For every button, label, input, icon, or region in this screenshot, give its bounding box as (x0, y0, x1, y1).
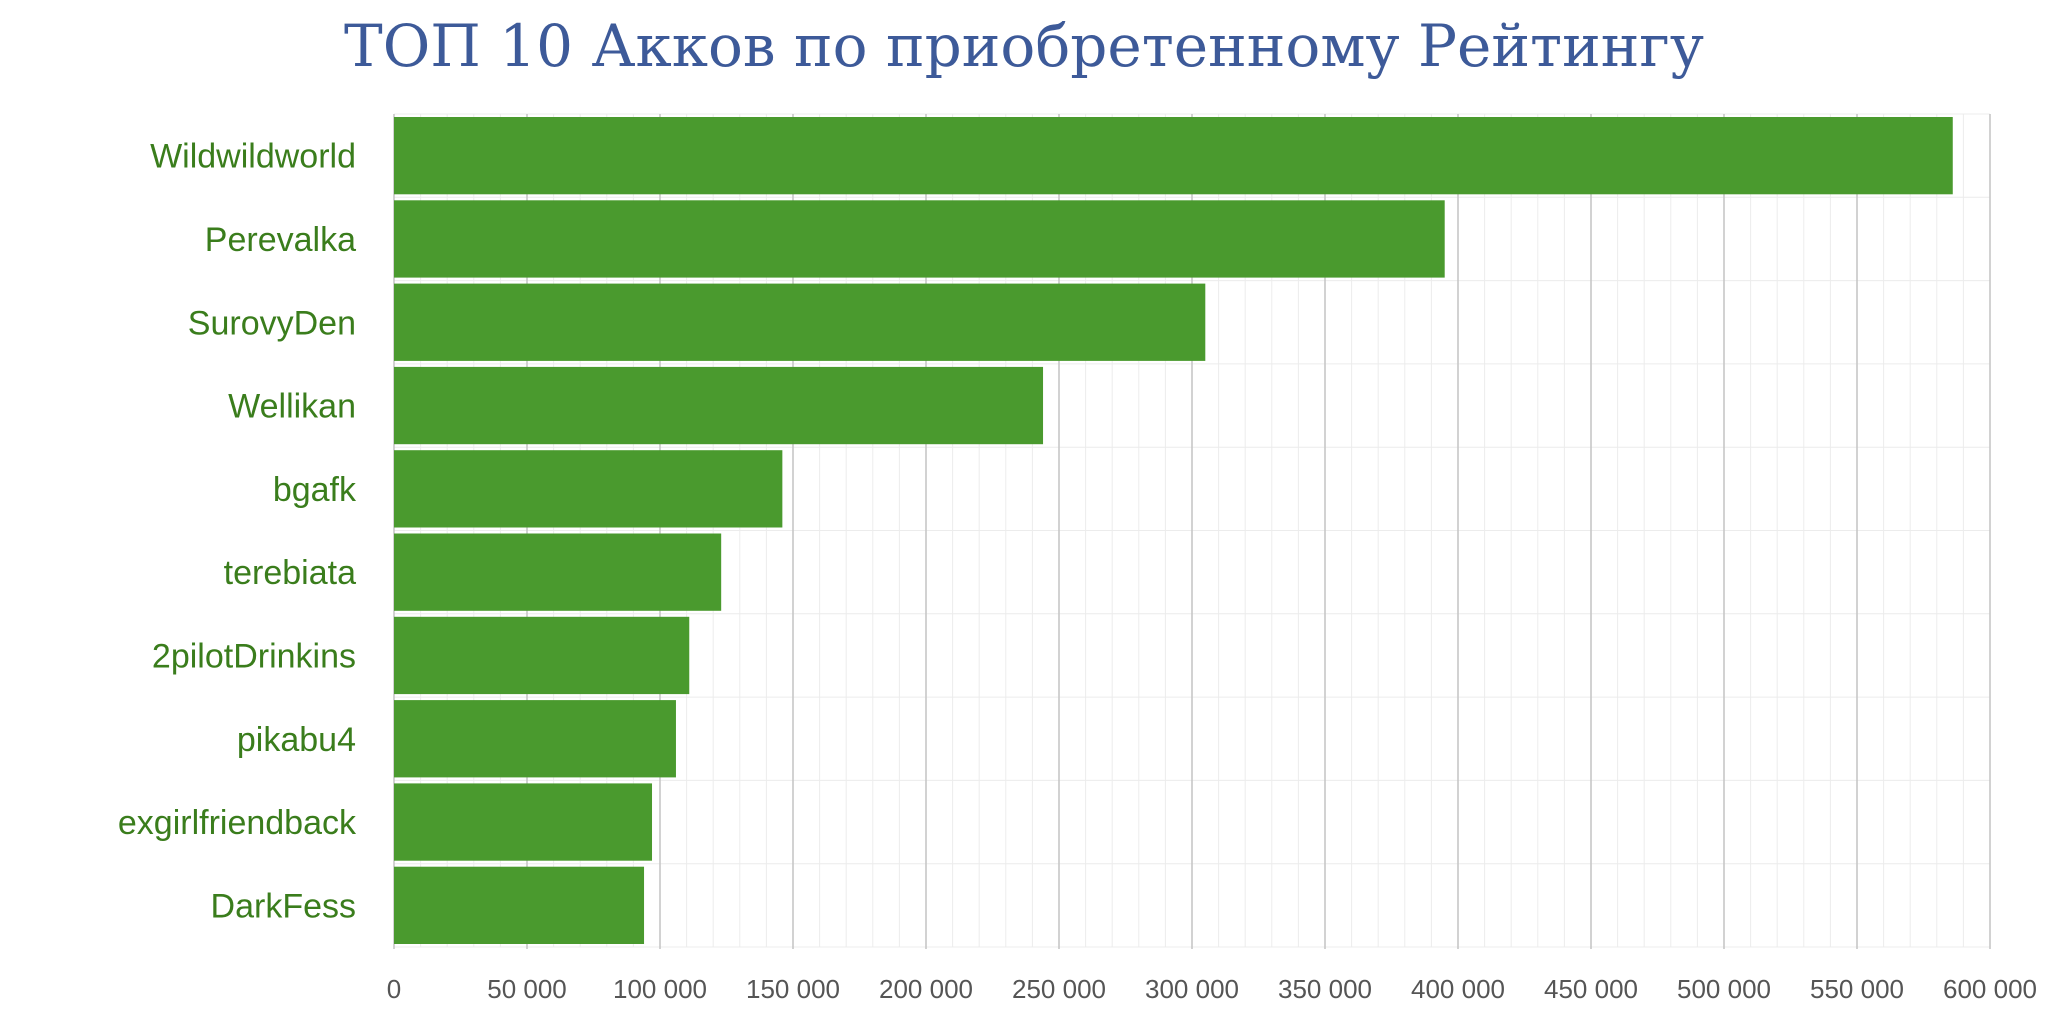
category-labels: Wildwildworld Perevalka SurovyDen Wellikan b… (118, 138, 357, 926)
bar-bgafk (394, 450, 783, 528)
x-tick-label: 400 000 (1411, 974, 1505, 1004)
bar-DarkFess (394, 866, 645, 944)
x-tick-label: 50 000 (487, 974, 567, 1004)
x-tick-label: 0 (387, 974, 401, 1004)
category-label: 2pilotDrinkins (152, 637, 356, 675)
bar-Perevalka (394, 200, 1445, 278)
x-tick-label: 150 000 (746, 974, 840, 1004)
category-label: Perevalka (205, 221, 356, 259)
bar-terebiata (394, 533, 722, 611)
bar-Wellikan (394, 366, 1044, 445)
bar-SurovyDen (394, 283, 1206, 361)
category-label: Wellikan (228, 388, 356, 426)
bar-2pilotDrinkins (394, 616, 690, 695)
bar-exgirlfriendback (394, 783, 653, 861)
x-tick-label: 550 000 (1810, 974, 1904, 1004)
category-label: pikabu4 (237, 721, 356, 759)
x-tick-label: 600 000 (1943, 974, 2037, 1004)
x-tick-label: 250 000 (1012, 974, 1106, 1004)
category-label: SurovyDen (188, 304, 356, 342)
bars (394, 117, 1953, 944)
chart-title: ТОП 10 Акков по приобретенному Рейтингу (344, 12, 1704, 80)
bar-Wildwildworld (394, 117, 1953, 195)
category-label: terebiata (224, 554, 356, 592)
x-tick-label: 100 000 (613, 974, 707, 1004)
x-tick-labels: 0 50 000 100 000 150 000 200 000 250 000 300 0… (387, 974, 2037, 1004)
x-tick-label: 300 000 (1145, 974, 1239, 1004)
x-tick-label: 450 000 (1544, 974, 1638, 1004)
category-label: bgafk (273, 471, 357, 509)
x-tick-label: 200 000 (879, 974, 973, 1004)
category-label: Wildwildworld (150, 138, 356, 176)
category-label: DarkFess (211, 887, 356, 925)
bar-pikabu4 (394, 700, 676, 778)
x-tick-label: 500 000 (1677, 974, 1771, 1004)
x-tick-label: 350 000 (1278, 974, 1372, 1004)
category-label: exgirlfriendback (118, 804, 357, 842)
